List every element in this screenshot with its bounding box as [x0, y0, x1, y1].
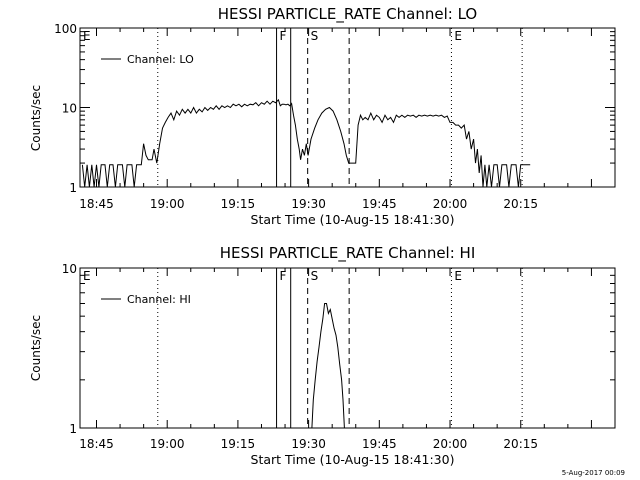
- y-tick-label: 10: [62, 102, 77, 116]
- y-tick-label: 100: [54, 22, 77, 36]
- x-tick-label: 19:30: [291, 197, 326, 211]
- y-axis-label: Counts/sec: [29, 85, 43, 151]
- x-axis-label: Start Time (10-Aug-15 18:41:30): [251, 212, 455, 227]
- x-tick-label: 19:15: [221, 197, 256, 211]
- event-marker-label: E: [83, 29, 91, 43]
- chart-panel-2: HESSI PARTICLE_RATE Channel: HI 18:45 19:0…: [29, 244, 616, 467]
- x-tick-label: 19:45: [362, 197, 397, 211]
- event-marker-label: S: [311, 269, 319, 283]
- y-tick-label: 10: [62, 262, 77, 276]
- plot-frame: [79, 267, 616, 429]
- x-tick-label: 19:00: [150, 437, 185, 451]
- legend-label: Channel: LO: [127, 53, 194, 66]
- x-tick-label: 20:15: [503, 197, 538, 211]
- x-tick-label: 19:30: [291, 437, 326, 451]
- event-marker-label: E: [454, 29, 462, 43]
- chart-panel-1: HESSI PARTICLE_RATE Channel: LO 18:45 19:0…: [29, 5, 616, 227]
- footer-timestamp: 5-Aug-2017 00:09: [562, 469, 625, 477]
- y-axis-label: Counts/sec: [29, 315, 43, 381]
- event-marker-label: F: [280, 269, 287, 283]
- x-tick-label: 20:00: [433, 197, 468, 211]
- series-line: [81, 98, 531, 188]
- event-marker-label: E: [83, 269, 91, 283]
- chart-title: HESSI PARTICLE_RATE Channel: HI: [220, 244, 476, 263]
- plot-frame: [79, 27, 616, 188]
- x-tick-label: 18:45: [79, 437, 114, 451]
- x-tick-label: 19:15: [221, 437, 256, 451]
- x-axis-label: Start Time (10-Aug-15 18:41:30): [251, 452, 455, 467]
- chart-title: HESSI PARTICLE_RATE Channel: LO: [218, 5, 477, 24]
- legend-label: Channel: HI: [127, 293, 191, 306]
- x-tick-label: 20:15: [503, 437, 538, 451]
- x-tick-label: 20:00: [433, 437, 468, 451]
- series-line: [311, 303, 345, 429]
- x-tick-label: 19:00: [150, 197, 185, 211]
- x-tick-label: 18:45: [79, 197, 114, 211]
- event-marker-label: S: [311, 29, 319, 43]
- event-marker-label: E: [454, 269, 462, 283]
- y-tick-label: 1: [69, 181, 77, 195]
- x-tick-label: 19:45: [362, 437, 397, 451]
- y-tick-label: 1: [69, 422, 77, 436]
- event-marker-label: F: [280, 29, 287, 43]
